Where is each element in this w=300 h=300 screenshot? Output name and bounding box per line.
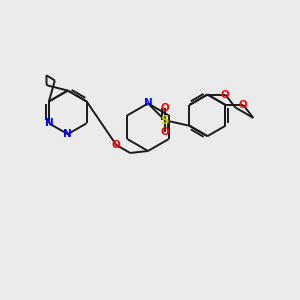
Text: S: S (160, 114, 169, 127)
Text: O: O (160, 103, 169, 113)
Text: N: N (144, 98, 152, 108)
Text: N: N (63, 129, 72, 139)
Text: O: O (221, 89, 230, 100)
Text: O: O (160, 127, 169, 137)
Text: O: O (239, 100, 248, 110)
Text: O: O (112, 140, 121, 150)
Text: N: N (44, 118, 53, 128)
